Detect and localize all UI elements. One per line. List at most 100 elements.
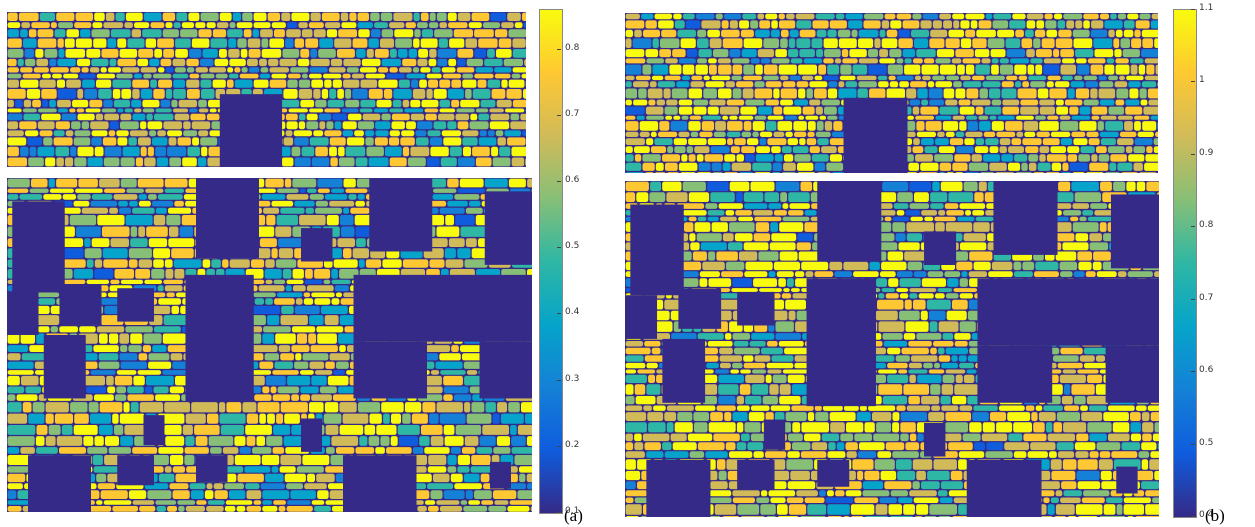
stone-cell bbox=[841, 49, 849, 58]
stone-cell bbox=[98, 353, 119, 361]
stone-cell bbox=[319, 386, 337, 394]
stone-cell bbox=[682, 13, 695, 20]
stone-cell bbox=[301, 146, 315, 157]
stone-cell bbox=[1107, 146, 1125, 153]
stone-cell bbox=[945, 99, 958, 106]
opening-region bbox=[369, 178, 433, 252]
stone-cell bbox=[86, 259, 94, 268]
stone-cell bbox=[798, 115, 805, 120]
stone-cell bbox=[737, 504, 760, 515]
stone-cell bbox=[167, 345, 192, 352]
stone-cell bbox=[978, 20, 992, 29]
stone-cell bbox=[715, 13, 723, 20]
stone-cell bbox=[156, 506, 166, 512]
stone-cell bbox=[399, 67, 412, 73]
stone-cell bbox=[1061, 396, 1073, 405]
stone-cell bbox=[7, 473, 26, 483]
stone-cell bbox=[501, 22, 514, 28]
stone-cell bbox=[419, 436, 430, 446]
stone-cell bbox=[767, 138, 787, 145]
stone-cell bbox=[920, 106, 939, 115]
stone-cell bbox=[228, 49, 240, 58]
stone-cell bbox=[134, 22, 150, 28]
stone-cell bbox=[899, 310, 920, 321]
stone-cell bbox=[725, 210, 735, 216]
stone-cell bbox=[120, 279, 144, 284]
stone-cell bbox=[665, 58, 678, 64]
stone-cell bbox=[858, 58, 878, 64]
stone-cell bbox=[935, 58, 951, 64]
stone-cell bbox=[259, 238, 277, 247]
stone-cell bbox=[965, 13, 985, 20]
stone-cell bbox=[768, 203, 782, 209]
stone-cell bbox=[985, 13, 993, 20]
stone-cell bbox=[17, 58, 24, 67]
stone-cell bbox=[1021, 162, 1028, 171]
stone-cell bbox=[153, 215, 166, 226]
stone-cell bbox=[718, 64, 732, 75]
stone-cell bbox=[393, 89, 412, 99]
stone-cell bbox=[634, 146, 650, 153]
stone-cell bbox=[269, 79, 287, 88]
stone-cell bbox=[58, 49, 65, 58]
stone-cell bbox=[972, 412, 989, 421]
stone-cell bbox=[339, 425, 364, 435]
stone-cell bbox=[921, 64, 939, 75]
stone-cell bbox=[507, 12, 521, 21]
stone-cell bbox=[657, 81, 675, 88]
stone-cell bbox=[639, 121, 659, 131]
stone-cell bbox=[770, 222, 778, 232]
stone-cell bbox=[445, 215, 454, 226]
stone-cell bbox=[7, 447, 20, 454]
stone-cell bbox=[250, 345, 278, 352]
stone-cell bbox=[511, 73, 521, 79]
stone-cell bbox=[948, 29, 964, 38]
stone-cell bbox=[200, 12, 219, 21]
stone-cell bbox=[943, 20, 952, 29]
stone-cell bbox=[858, 38, 874, 48]
stone-cell bbox=[61, 113, 77, 121]
stone-cell bbox=[778, 341, 804, 347]
stone-cell bbox=[660, 38, 680, 48]
stone-cell bbox=[811, 38, 823, 48]
stone-cell bbox=[915, 115, 935, 120]
stone-cell bbox=[625, 422, 647, 433]
stone-cell bbox=[963, 81, 982, 88]
stone-cell bbox=[433, 188, 457, 193]
stone-cell bbox=[197, 157, 207, 167]
stone-cell bbox=[259, 361, 274, 369]
stone-cell bbox=[879, 49, 888, 58]
stone-cell bbox=[204, 490, 214, 499]
stone-cell bbox=[429, 12, 436, 21]
stone-cell bbox=[128, 137, 137, 146]
stone-cell bbox=[960, 75, 971, 81]
stone-cell bbox=[306, 188, 317, 193]
stone-cell bbox=[856, 412, 871, 421]
stone-cell bbox=[952, 396, 967, 405]
stone-cell bbox=[1050, 146, 1066, 153]
stone-cell bbox=[368, 89, 383, 99]
stone-cell bbox=[1035, 261, 1059, 271]
stone-cell bbox=[294, 38, 304, 48]
stone-cell bbox=[366, 146, 384, 157]
stone-cell bbox=[814, 75, 823, 81]
stone-cell bbox=[850, 504, 875, 515]
stone-cell bbox=[380, 38, 394, 48]
stone-cell bbox=[932, 75, 945, 81]
stone-cell bbox=[966, 369, 977, 374]
stone-cell bbox=[903, 384, 929, 395]
stone-cell bbox=[306, 113, 318, 121]
stone-cell bbox=[718, 374, 744, 383]
stone-cell bbox=[181, 215, 199, 226]
stone-cell bbox=[1087, 422, 1112, 433]
stone-cell bbox=[443, 490, 465, 499]
stone-cell bbox=[823, 58, 834, 64]
stone-cell bbox=[732, 362, 743, 369]
stone-cell bbox=[142, 29, 162, 38]
panel-b-bottom-facade-map bbox=[625, 181, 1159, 517]
stone-cell bbox=[284, 413, 300, 424]
stone-cell bbox=[1112, 422, 1130, 433]
stone-cell bbox=[300, 394, 310, 401]
stone-cell bbox=[45, 402, 69, 413]
stone-cell bbox=[909, 203, 929, 209]
